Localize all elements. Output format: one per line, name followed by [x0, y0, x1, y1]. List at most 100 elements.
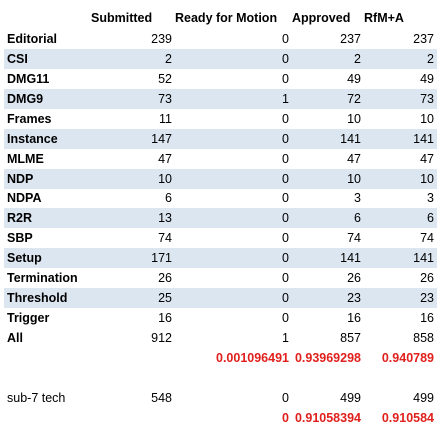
cell-value: 25: [158, 291, 172, 306]
cell-value: 0: [282, 390, 289, 405]
cell-value: 52: [158, 71, 172, 86]
row-label: SBP: [7, 231, 33, 246]
row-shading: [4, 248, 437, 269]
column-header: Submitted: [91, 11, 153, 25]
cell-value: 2: [427, 51, 434, 66]
cell-value: 6: [165, 191, 172, 206]
row-shading: [4, 208, 437, 229]
cell-value: 499: [413, 390, 434, 405]
row-label: sub-7 tech: [7, 390, 66, 405]
column-header: Approved: [292, 11, 351, 25]
row-label: Editorial: [7, 32, 58, 46]
row-label: Trigger: [7, 311, 50, 326]
cell-value: 0: [282, 151, 289, 166]
cell-value: 10: [347, 171, 361, 186]
cell-value: 13: [158, 211, 172, 226]
cell-value: 49: [420, 71, 434, 86]
row-label: CSI: [7, 51, 28, 66]
cell-value: 47: [158, 151, 172, 166]
cell-value: 0: [282, 211, 289, 226]
cell-value: 0: [282, 51, 289, 66]
cell-value: 0: [282, 111, 289, 126]
cell-value: 239: [151, 32, 172, 46]
cell-value: 26: [158, 271, 172, 286]
row-label: Setup: [7, 251, 42, 266]
cell-value: 6: [427, 211, 434, 226]
cell-value: 0: [282, 171, 289, 186]
cell-value: 0: [282, 71, 289, 86]
cell-value: 26: [347, 271, 361, 286]
cell-value: 141: [340, 251, 361, 266]
row-shading: [4, 48, 437, 69]
cell-value: 2: [354, 51, 361, 66]
cell-value: 26: [420, 271, 434, 286]
row-label: DMG11: [7, 71, 50, 86]
cell-value: 0: [282, 271, 289, 286]
row-label: MLME: [7, 151, 44, 166]
cell-value: 0: [282, 311, 289, 326]
cell-value: 2: [165, 51, 172, 66]
row-label: All: [7, 330, 23, 345]
cell-value: 72: [347, 91, 361, 106]
cell-value: 10: [158, 171, 172, 186]
cell-value: 10: [420, 111, 434, 126]
cell-value: 0: [282, 32, 289, 46]
ratio-value: 0.001096491: [216, 350, 289, 365]
cell-value: 3: [354, 191, 361, 206]
cell-value: 49: [347, 71, 361, 86]
cell-value: 141: [413, 131, 434, 146]
cell-value: 237: [340, 32, 361, 46]
cell-value: 74: [420, 231, 434, 246]
cell-value: 3: [427, 191, 434, 206]
cell-value: 237: [413, 32, 434, 46]
cell-value: 73: [158, 91, 172, 106]
cell-value: 1: [282, 91, 289, 106]
ratio-value: 0: [282, 410, 289, 425]
row-shading: [4, 88, 437, 109]
cell-value: 0: [282, 131, 289, 146]
cell-value: 912: [151, 330, 172, 345]
row-shading: [4, 168, 437, 189]
cell-value: 0: [282, 291, 289, 306]
cell-value: 499: [340, 390, 361, 405]
ratio-value: 0.93969298: [294, 350, 361, 365]
cell-value: 23: [420, 291, 434, 306]
cell-value: 16: [347, 311, 361, 326]
cell-value: 548: [151, 390, 172, 405]
row-shading: [4, 128, 437, 149]
row-label: Instance: [7, 131, 58, 146]
cell-value: 0: [282, 231, 289, 246]
ratio-value: 0.91058394: [294, 410, 361, 425]
cell-value: 74: [347, 231, 361, 246]
cell-value: 0: [282, 251, 289, 266]
row-label: NDPA: [7, 191, 42, 206]
cell-value: 0: [282, 191, 289, 206]
row-shading: [4, 288, 437, 309]
ratio-value: 0.940789: [381, 350, 434, 365]
cell-value: 10: [347, 111, 361, 126]
cell-value: 16: [420, 311, 434, 326]
cell-value: 74: [158, 231, 172, 246]
cell-value: 147: [151, 131, 172, 146]
ratio-value: 0.910584: [381, 410, 434, 425]
cell-value: 73: [420, 91, 434, 106]
column-header: Ready for Motion: [175, 11, 278, 25]
cell-value: 47: [347, 151, 361, 166]
cell-value: 141: [413, 251, 434, 266]
cell-value: 23: [347, 291, 361, 306]
row-label: Threshold: [7, 291, 68, 306]
column-header: RfM+A: [364, 11, 404, 25]
cell-value: 858: [413, 330, 434, 345]
cell-value: 171: [151, 251, 172, 266]
cell-value: 47: [420, 151, 434, 166]
cell-value: 11: [159, 111, 172, 126]
cell-value: 16: [158, 311, 172, 326]
cell-value: 6: [354, 211, 361, 226]
row-label: DMG9: [7, 91, 44, 106]
row-label: Frames: [7, 111, 52, 126]
cell-value: 857: [340, 330, 361, 345]
row-label: Termination: [7, 271, 78, 286]
cell-value: 141: [340, 131, 361, 146]
cell-value: 1: [282, 330, 289, 345]
